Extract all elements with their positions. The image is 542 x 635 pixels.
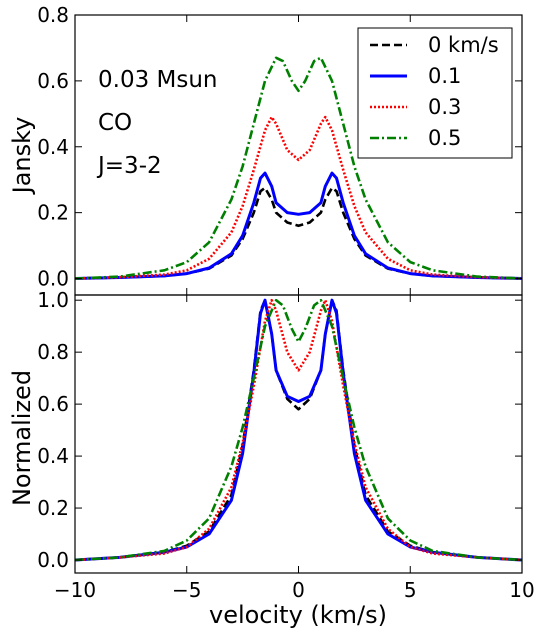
- bottom-y-tick-label-3: 0.6: [37, 392, 69, 416]
- bottom-panel: 0.0 0.2 0.4 0.6 0.8 1.0 −10 −5 0 5 10 Normalized v…: [8, 288, 535, 629]
- bottom-series-line-3: [74, 298, 523, 562]
- bottom-y-axis-label: Normalized: [8, 370, 36, 506]
- bottom-series-line-1: [74, 298, 523, 562]
- top-panel: 0.0 0.2 0.4 0.6 0.8 0.03 Msun CO J=3-2 Jansk…: [8, 3, 523, 296]
- bottom-series-group: [74, 298, 523, 562]
- top-series-line-0: [74, 186, 523, 280]
- x-tick-label-2: 0: [292, 578, 305, 602]
- top-series-line-3: [74, 56, 523, 280]
- top-ticks-group: 0.0 0.2 0.4 0.6 0.8: [37, 3, 523, 295]
- bottom-ticks-group: 0.0 0.2 0.4 0.6 0.8 1.0 −10 −5 0 5 10: [37, 288, 535, 602]
- top-y-tick-label-4: 0.8: [37, 3, 69, 27]
- legend: 0 km/s 0.1 0.3 0.5: [357, 27, 513, 159]
- x-axis-label: velocity (km/s): [209, 601, 387, 629]
- annotation-mass: 0.03 Msun: [98, 67, 218, 93]
- x-tick-label-4: 10: [509, 578, 534, 602]
- bottom-series-line-2: [74, 298, 523, 562]
- bottom-y-tick-label-5: 1.0: [37, 288, 69, 312]
- legend-label-2: 0.3: [428, 95, 461, 119]
- bottom-y-tick-label-4: 0.8: [37, 340, 69, 364]
- x-tick-label-3: 5: [404, 578, 417, 602]
- bottom-series-line-0: [74, 298, 523, 562]
- legend-label-1: 0.1: [428, 64, 461, 88]
- top-y-tick-label-1: 0.2: [37, 201, 69, 225]
- bottom-y-tick-label-2: 0.4: [37, 444, 69, 468]
- top-series-group: [74, 56, 523, 280]
- bottom-panel-frame: [74, 294, 523, 574]
- annotation-transition: J=3-2: [96, 153, 162, 179]
- top-y-tick-label-2: 0.4: [37, 135, 69, 159]
- bottom-y-tick-label-0: 0.0: [37, 548, 69, 572]
- top-y-axis-label: Jansky: [8, 117, 36, 196]
- top-y-tick-label-0: 0.0: [37, 267, 69, 291]
- top-series-line-2: [74, 115, 523, 280]
- top-series-line-1: [74, 171, 523, 280]
- top-y-tick-label-3: 0.6: [37, 69, 69, 93]
- annotation-species: CO: [98, 110, 132, 136]
- legend-label-0: 0 km/s: [428, 33, 499, 57]
- legend-box: [357, 27, 513, 159]
- bottom-y-tick-label-1: 0.2: [37, 496, 69, 520]
- x-tick-label-1: −5: [172, 578, 201, 602]
- legend-label-3: 0.5: [428, 126, 461, 150]
- x-tick-label-0: −10: [54, 578, 96, 602]
